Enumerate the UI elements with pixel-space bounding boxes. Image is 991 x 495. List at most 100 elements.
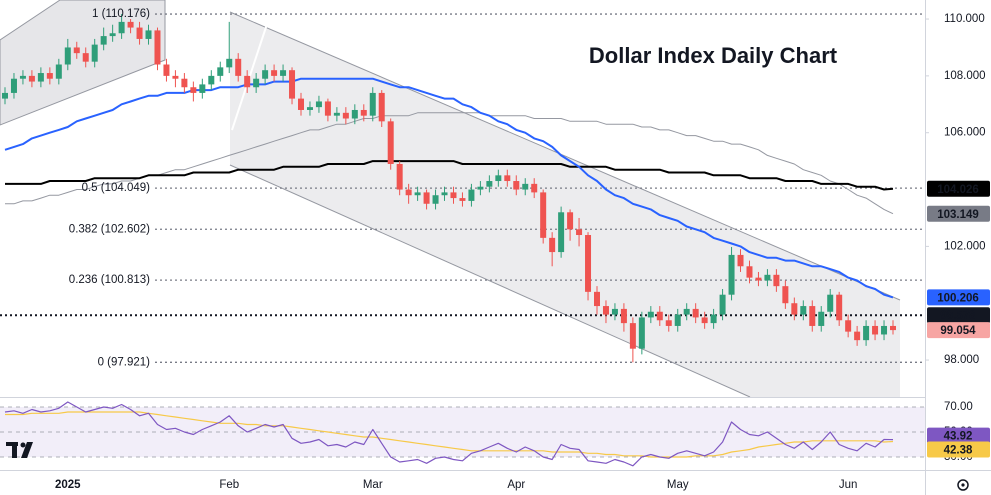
candle-body	[719, 294, 726, 315]
candle-body	[486, 181, 493, 187]
candle-body	[773, 274, 780, 287]
candle-body	[809, 306, 816, 326]
candle-body	[549, 237, 556, 253]
candle-body	[342, 112, 349, 119]
candle-body	[701, 317, 708, 324]
y-tick-label: 110.000	[944, 13, 985, 25]
candle-body	[468, 189, 475, 201]
candle-body	[37, 73, 44, 82]
candle-body	[315, 101, 322, 108]
candle-body	[441, 192, 448, 196]
fib-label: 0.236 (100.813)	[69, 274, 150, 286]
candle-body	[127, 21, 134, 28]
price-tag-label: 99.578	[940, 310, 976, 322]
fib-label: 0.5 (104.049)	[82, 182, 151, 194]
y-tick-label: 108.000	[944, 70, 986, 82]
rsi-line	[5, 411, 894, 458]
price-tag-label: 103.149	[937, 209, 979, 221]
logo-slash	[21, 442, 33, 458]
candle-body	[405, 189, 412, 196]
candle-body	[351, 109, 358, 119]
candle-body	[55, 64, 62, 79]
price-tag	[927, 289, 990, 306]
marks-layer	[2, 14, 896, 467]
price-tag-label: 99.054	[940, 325, 976, 337]
fib-label: 0 (97.921)	[98, 356, 151, 368]
candle-body	[890, 325, 896, 331]
candle-body	[782, 286, 789, 304]
candle-body	[396, 163, 403, 190]
price-tag-label: 100.206	[937, 292, 979, 304]
candle-body	[298, 98, 304, 110]
settings-gear[interactable]	[957, 479, 969, 491]
channel-lower	[229, 164, 751, 398]
candle-body	[10, 78, 17, 93]
rsi-tick-label: 70.00	[944, 401, 973, 413]
candle-body	[683, 308, 690, 315]
candle-body	[585, 235, 592, 292]
candle-body	[531, 183, 538, 193]
candle-body	[163, 64, 170, 76]
candle-body	[217, 67, 224, 76]
candle-body	[2, 92, 8, 99]
logo-dot	[20, 442, 26, 448]
moving-average	[4, 77, 894, 299]
candle-body	[414, 192, 421, 196]
chart-title: Dollar Index Daily Chart	[589, 43, 838, 68]
candle-body	[46, 73, 53, 79]
x-tick-label: 2025	[55, 479, 81, 491]
grid-layer	[0, 13, 925, 458]
channel-upper	[229, 11, 901, 301]
candle-body	[710, 314, 717, 324]
candle-body	[620, 308, 627, 324]
candle-body	[522, 183, 529, 190]
settings-gear-center	[961, 483, 965, 487]
axis-layer: 98.000 102.000 106.000 108.000 110.000 1 (110…	[55, 8, 990, 491]
candle-body	[845, 320, 852, 332]
rsi-tag-label: 43.92	[944, 431, 973, 443]
price-tag	[927, 307, 990, 324]
price-tag	[927, 322, 990, 339]
candle-body	[154, 30, 161, 65]
candle-body	[638, 317, 645, 349]
moving-average	[5, 160, 894, 191]
candle-body	[172, 75, 179, 79]
price-tag-label: 104.026	[937, 184, 979, 196]
candle-body	[244, 75, 251, 88]
candle-body	[19, 75, 26, 79]
candle-body	[91, 44, 98, 62]
candle-body	[432, 195, 439, 204]
candle-body	[226, 58, 233, 68]
x-tick-label: May	[667, 479, 689, 491]
candle-body	[100, 36, 107, 45]
candle-body	[818, 311, 825, 326]
fib-label: 0.382 (102.602)	[69, 223, 150, 235]
candle-body	[800, 306, 807, 315]
candle-body	[594, 291, 600, 307]
candle-body	[755, 277, 762, 281]
candle-body	[450, 192, 457, 199]
rsi-tag	[927, 427, 990, 444]
rsi-tag	[927, 441, 990, 458]
candle-body	[199, 84, 206, 93]
candle-body	[28, 75, 35, 82]
channel-highlight	[231, 14, 271, 131]
candle-body	[208, 75, 215, 85]
candle-body	[459, 198, 466, 201]
y-tick-label: 102.000	[944, 240, 986, 252]
candle-body	[728, 254, 735, 295]
candle-body	[64, 47, 71, 65]
candle-body	[306, 107, 313, 110]
candle-body	[567, 212, 574, 230]
candle-body	[629, 323, 636, 349]
settings-icon[interactable]	[957, 479, 969, 491]
candle-body	[611, 308, 618, 315]
candle-body	[836, 294, 843, 321]
candle-body	[262, 70, 269, 79]
candle-body	[513, 181, 520, 190]
candle-body	[369, 92, 376, 116]
candle-body	[791, 303, 798, 315]
y-tick-label: 106.000	[944, 127, 986, 139]
candle-body	[387, 121, 394, 164]
